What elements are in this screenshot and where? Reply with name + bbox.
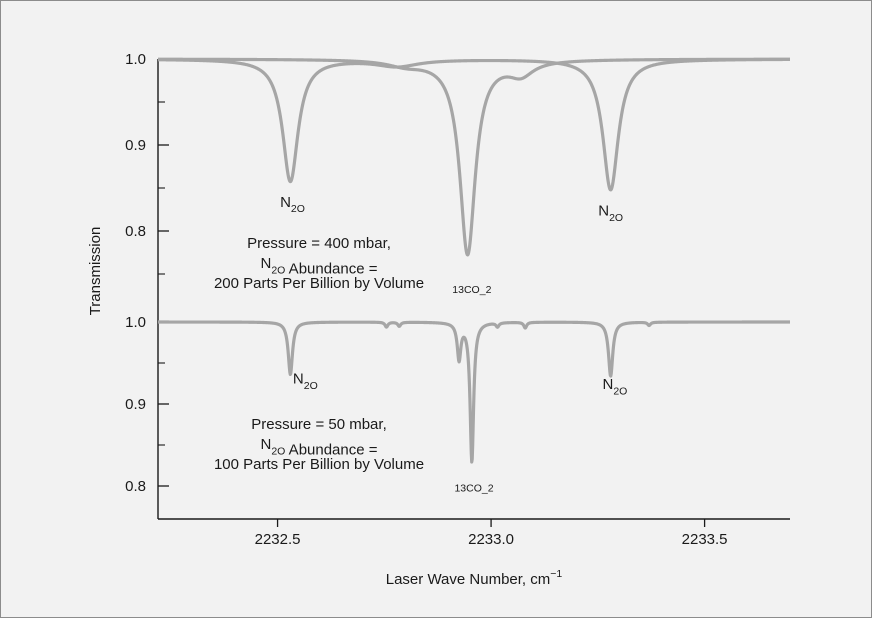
y-axis-label: Transmission bbox=[87, 227, 104, 316]
curves bbox=[156, 57, 792, 464]
y-tick-label: 1.0 bbox=[125, 51, 146, 68]
peak-label: 13CO_2 bbox=[454, 483, 493, 495]
info-line: 100 Parts Per Billion by Volume bbox=[214, 456, 424, 473]
spectrum-line-bottom-0 bbox=[156, 320, 792, 464]
y-tick-label: 0.9 bbox=[125, 137, 146, 154]
peak-label: 13CO_2 bbox=[452, 284, 491, 296]
info-line: Pressure = 400 mbar, bbox=[247, 235, 391, 252]
y-tick-label: 1.0 bbox=[125, 314, 146, 331]
x-tick-label: 2233.0 bbox=[468, 531, 514, 548]
peak-label: N2O bbox=[602, 376, 627, 397]
spectrum-line-top-1 bbox=[156, 57, 792, 257]
peak-label: N2O bbox=[280, 194, 305, 215]
axes: 2232.5 2233.0 2233.5 Laser Wave Number, cm−… bbox=[87, 51, 790, 588]
peak-label: N2O bbox=[293, 371, 318, 392]
x-tick-label: 2233.5 bbox=[682, 531, 728, 548]
peak-label: N2O bbox=[598, 203, 623, 224]
y-tick-label: 0.9 bbox=[125, 396, 146, 413]
info-line: Pressure = 50 mbar, bbox=[251, 416, 386, 433]
spectrum-line-top-0 bbox=[156, 57, 792, 192]
y-tick-label: 0.8 bbox=[125, 223, 146, 240]
info-line: N2O Abundance = bbox=[260, 436, 377, 458]
x-tick-label: 2232.5 bbox=[255, 531, 301, 548]
y-tick-label: 0.8 bbox=[125, 478, 146, 495]
x-axis-label: Laser Wave Number, cm−1 bbox=[386, 568, 563, 588]
info-line: N2O Abundance = bbox=[260, 255, 377, 277]
labels: N2O 13CO_2 N2O Pressure = 400 mbar, N2O Abun… bbox=[214, 194, 627, 495]
info-line: 200 Parts Per Billion by Volume bbox=[214, 275, 424, 292]
